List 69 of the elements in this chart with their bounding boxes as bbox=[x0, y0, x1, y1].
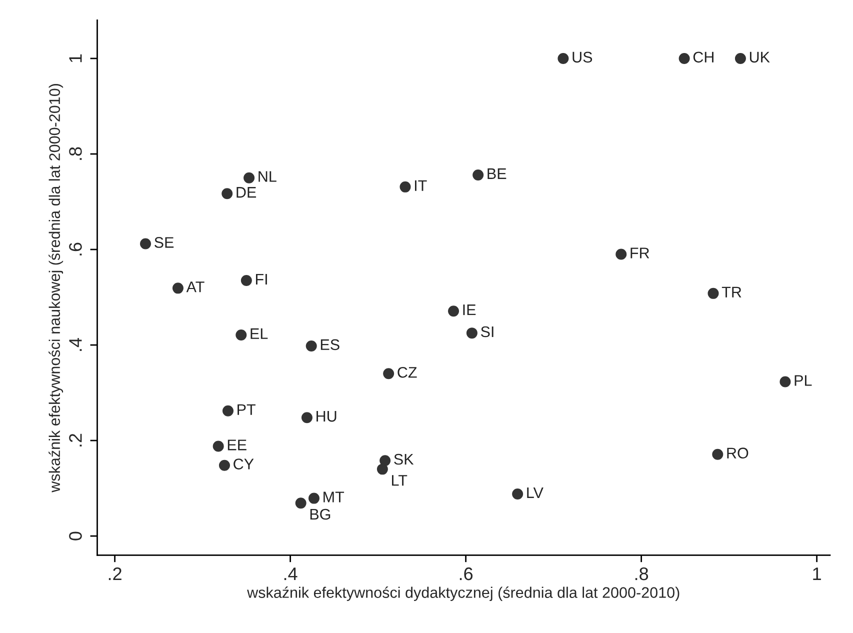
point bbox=[400, 181, 411, 192]
annotation: TR bbox=[722, 286, 742, 298]
annotation: HU bbox=[316, 411, 336, 422]
x-tick-label: .4 bbox=[284, 568, 298, 580]
x-tick-label: .6 bbox=[460, 567, 473, 580]
annotation: EE bbox=[228, 440, 246, 450]
y-tick-label: 1 bbox=[69, 54, 82, 62]
point bbox=[780, 376, 791, 388]
annotation: SI bbox=[480, 326, 494, 338]
point bbox=[295, 498, 306, 509]
point bbox=[734, 52, 746, 64]
annotation: ES bbox=[320, 339, 340, 350]
point bbox=[558, 52, 569, 64]
point bbox=[512, 488, 524, 500]
annotation: BE bbox=[488, 168, 506, 179]
annotation: DE bbox=[236, 187, 256, 198]
point bbox=[301, 412, 312, 424]
x-axis-title: wskaźnik efektywności dydaktycznej (średnia dla lat 2000-2010) bbox=[247, 586, 680, 601]
point bbox=[380, 455, 391, 466]
point bbox=[616, 248, 627, 260]
y-tick-label: .8 bbox=[69, 147, 82, 160]
annotation: EL bbox=[250, 328, 268, 339]
x-tick-label: 1 bbox=[813, 568, 821, 580]
point bbox=[376, 464, 388, 475]
y-axis-title: wskaźnik efektywności naukowej (średnia dla lat 2000-2010) bbox=[48, 84, 64, 492]
point bbox=[472, 169, 484, 180]
annotation: RO bbox=[727, 448, 748, 458]
point bbox=[448, 306, 460, 317]
point bbox=[240, 275, 252, 286]
x-tick-label: .8 bbox=[635, 567, 648, 580]
annotation: IE bbox=[463, 304, 476, 316]
annotation: US bbox=[572, 52, 592, 63]
point bbox=[708, 288, 719, 299]
point bbox=[306, 340, 317, 352]
point bbox=[712, 448, 724, 460]
annotation: LT bbox=[392, 475, 408, 486]
point bbox=[218, 460, 230, 471]
annotation: BG bbox=[310, 508, 330, 520]
annotation: UK bbox=[750, 52, 770, 63]
annotation: IT bbox=[414, 180, 427, 191]
y-tick-label: .6 bbox=[69, 242, 82, 256]
annotation: LV bbox=[527, 487, 544, 498]
annotation: SK bbox=[394, 454, 414, 465]
y-tick-label: .4 bbox=[69, 338, 82, 351]
annotation: CY bbox=[234, 458, 254, 470]
point bbox=[244, 172, 255, 184]
point bbox=[678, 52, 690, 64]
point bbox=[383, 368, 394, 380]
point bbox=[212, 440, 224, 452]
point bbox=[222, 188, 233, 200]
annotation: SE bbox=[154, 237, 174, 248]
annotation: FI bbox=[256, 274, 267, 284]
y-tick-label: 0 bbox=[69, 532, 82, 540]
x-tick-label: .2 bbox=[108, 567, 122, 580]
point bbox=[140, 238, 152, 250]
point bbox=[236, 329, 247, 340]
point bbox=[308, 492, 320, 504]
annotation: PL bbox=[794, 375, 812, 386]
y-tick-label: .2 bbox=[69, 434, 82, 446]
annotation: MT bbox=[324, 492, 344, 502]
point bbox=[172, 282, 184, 294]
annotation: CZ bbox=[398, 366, 417, 378]
annotation: NL bbox=[258, 171, 276, 182]
annotation: FR bbox=[630, 248, 650, 258]
annotation: AT bbox=[186, 282, 204, 292]
point bbox=[222, 405, 234, 416]
point bbox=[466, 328, 478, 339]
annotation: PT bbox=[238, 404, 256, 415]
annotation: CH bbox=[693, 52, 714, 63]
